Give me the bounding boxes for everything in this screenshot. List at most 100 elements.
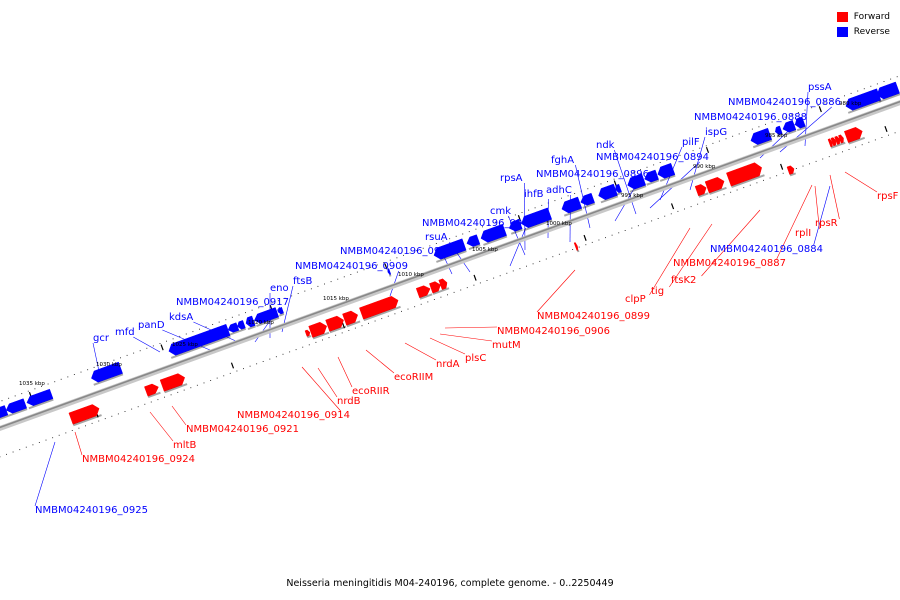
gene-arrow (786, 165, 795, 175)
guide-dot (607, 181, 608, 183)
guide-dot (210, 380, 212, 381)
guide-dot (269, 358, 271, 360)
gene-arrow (325, 315, 344, 332)
forward-gene-label: NMBM04240196_0887 (673, 258, 786, 269)
label-leaders (34, 91, 878, 507)
gene-arrow-shadow (436, 250, 467, 263)
guide-dot (243, 368, 244, 370)
gene-arrow (834, 135, 841, 145)
guide-dot (113, 359, 115, 361)
guide-dot (41, 385, 42, 387)
gene-arrow (387, 268, 392, 275)
reverse-gene-label: fghA (551, 155, 574, 166)
guide-dot (58, 434, 60, 436)
guide-dot (25, 446, 27, 448)
gene-arrow (68, 404, 100, 425)
gene-arrow-shadow (510, 228, 523, 235)
forward-gene-label: rpsR (815, 218, 838, 229)
guide-dot (850, 92, 852, 94)
guide-dot (561, 197, 562, 199)
gene-arrow (466, 234, 481, 247)
guide-dot (376, 264, 378, 266)
guide-dot (304, 290, 306, 292)
forward-leader-line (649, 227, 691, 296)
gene-arrow (415, 285, 431, 299)
tick-mark (884, 126, 888, 133)
reverse-leader-line (614, 149, 637, 215)
guide-dot (664, 215, 666, 217)
guide-dot (185, 333, 187, 335)
gene-arrow (304, 329, 311, 337)
gene-arrow-shadow (629, 185, 647, 193)
guide-dot (637, 225, 639, 227)
gene-arrow (0, 405, 9, 419)
reverse-gene-label: ndk (596, 140, 615, 151)
gene-arrow-shadow (523, 219, 553, 232)
forward-leader-line (337, 356, 353, 388)
gene-arrow-shadow (841, 141, 846, 145)
gene-arrow (615, 183, 622, 194)
guide-dot (363, 269, 365, 271)
guide-dot (374, 320, 376, 322)
guide-dot (27, 390, 29, 392)
gene-arrow-shadow (847, 100, 882, 114)
guide-dot (87, 369, 89, 371)
tick-marks (0, 76, 898, 458)
guide-dot (894, 132, 896, 134)
guide-dot (526, 265, 527, 267)
guide-dot (539, 260, 541, 262)
gene-arrow-shadow (432, 289, 443, 295)
guide-dot (552, 256, 554, 258)
forward-leader-line (439, 333, 493, 342)
guide-dot (315, 341, 317, 343)
guide-dot (34, 388, 36, 390)
guide-dot (297, 293, 299, 294)
reverse-gene-label: pilF (682, 137, 700, 148)
forward-gene-label: nrdB (337, 396, 361, 407)
guide-dot (778, 119, 780, 121)
reverse-gene-label: NMBM04240196_0925 (35, 505, 148, 516)
reverse-gene-label: NMBM04240196_0886 (728, 97, 841, 108)
guide-dot (835, 153, 837, 155)
kbp-label: 1000 kbp (546, 221, 572, 227)
gene-arrow-shadow (442, 287, 450, 292)
guide-dot (126, 354, 128, 356)
reverse-gene-label: NMBM04240196_0894 (596, 152, 709, 163)
reverse-gene-label: NMBM04240196_0896 (536, 169, 649, 180)
gene-arrow-shadow (307, 335, 312, 339)
guide-dot (659, 162, 661, 163)
guide-dot (743, 187, 745, 189)
guide-dot (501, 219, 503, 221)
guide-dot (486, 280, 488, 281)
guide-dot (433, 299, 435, 300)
guide-dot (657, 218, 659, 219)
gene-arrow-shadow (878, 93, 900, 103)
guide-dot (763, 179, 764, 181)
kbp-label: 985 kbp (765, 133, 788, 139)
kbp-label: 995 kbp (621, 193, 644, 199)
guide-dot (21, 393, 23, 395)
gene-arrow (168, 323, 231, 356)
guide-dot (686, 152, 687, 154)
guide-dot (769, 177, 771, 179)
guide-dot (475, 228, 477, 230)
gene-arrow-shadow (170, 335, 231, 359)
gene-arrow (159, 373, 186, 392)
guide-dot (389, 259, 391, 261)
guide-dot (422, 247, 424, 249)
forward-leader-line (301, 366, 341, 412)
reverse-gene-label: ispG (705, 127, 727, 138)
reverse-gene-label: rpsA (500, 173, 523, 184)
guide-dot (857, 90, 859, 92)
gene-arrow (726, 162, 762, 187)
gene-arrow-shadow (164, 383, 188, 394)
guide-dot (271, 302, 273, 304)
kbp-label: 1035 kbp (19, 381, 45, 387)
guide-dot (745, 131, 747, 132)
guide-dot (159, 343, 161, 344)
kbp-label: 1015 kbp (323, 296, 349, 302)
gene-arrow (521, 207, 553, 228)
gene-arrow (830, 137, 837, 147)
guide-dot (449, 238, 451, 240)
